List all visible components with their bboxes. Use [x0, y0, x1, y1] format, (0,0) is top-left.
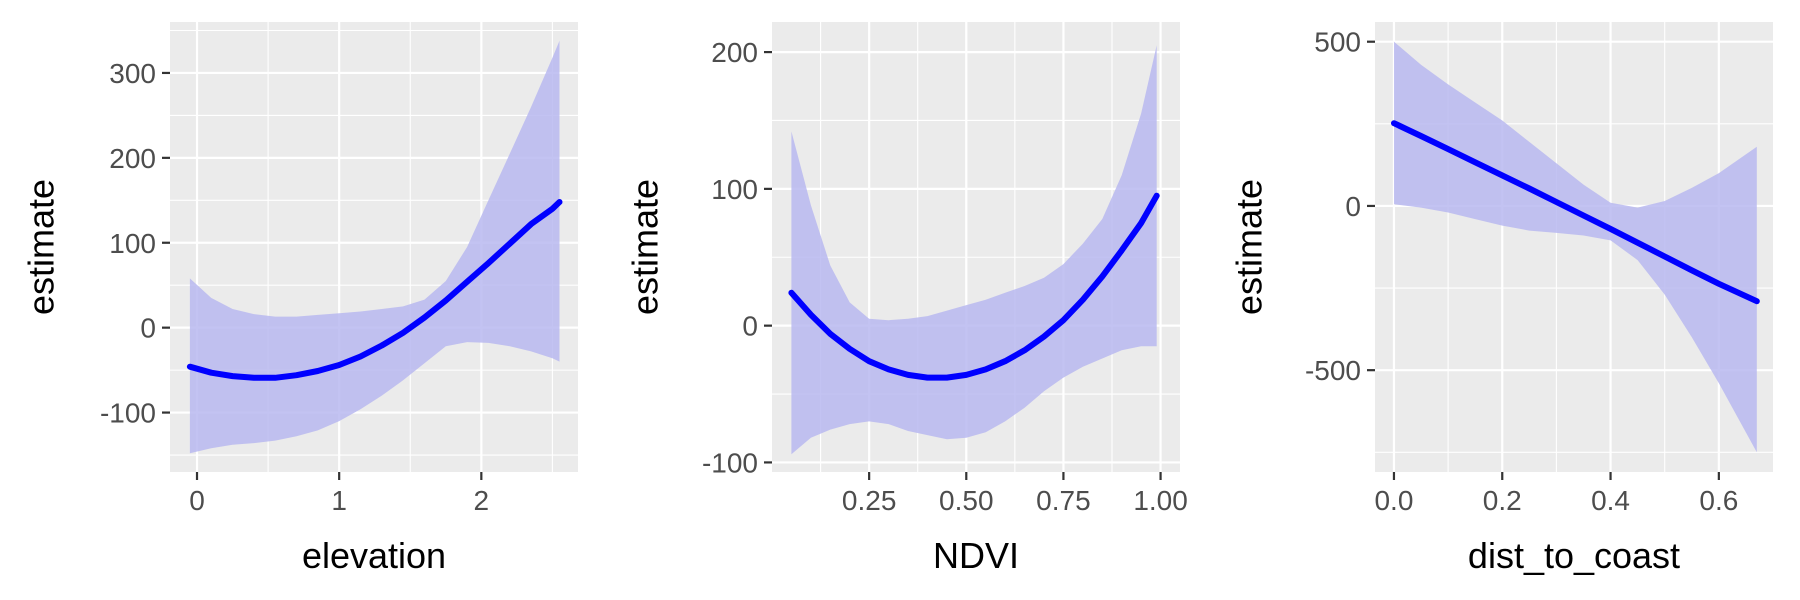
- y-tick-label: 100: [109, 228, 156, 259]
- x-tick-label: 0.2: [1483, 485, 1522, 516]
- y-tick-label: 100: [711, 174, 758, 205]
- y-tick-label: -100: [702, 447, 758, 478]
- confidence-ribbon: [791, 45, 1157, 455]
- x-axis-title: NDVI: [933, 535, 1019, 576]
- y-tick-label: 300: [109, 58, 156, 89]
- panel-3: 0.0 0.2 0.4 0.6 -500 0 500 dist_to_coast estimat…: [1229, 22, 1773, 576]
- x-tick-label: 0.75: [1036, 485, 1091, 516]
- x-axis-title: dist_to_coast: [1468, 535, 1680, 576]
- x-tick-label: 0.0: [1374, 485, 1413, 516]
- x-tick-label: 0.4: [1591, 485, 1630, 516]
- y-tick-label: -500: [1305, 355, 1361, 386]
- x-axis-title: elevation: [302, 535, 446, 576]
- y-tick-label: 0: [140, 313, 156, 344]
- x-tick-label: 1: [331, 485, 347, 516]
- x-tick-label: 0.50: [939, 485, 994, 516]
- y-tick-label: 0: [1345, 191, 1361, 222]
- estimate-curve: [788, 192, 1160, 381]
- panel-1: 0 1 2 -100 0 100 200 300 elevation estimate: [21, 22, 578, 576]
- y-tick-label: 0: [742, 311, 758, 342]
- y-tick-label: 200: [711, 37, 758, 68]
- x-tick-label: 1.00: [1133, 485, 1188, 516]
- y-tick-label: 200: [109, 143, 156, 174]
- confidence-ribbon: [189, 40, 560, 454]
- estimate-curve: [1391, 120, 1760, 305]
- panel-2: 0.25 0.50 0.75 1.00 -100 0 100 200 NDVI estimate: [625, 22, 1188, 576]
- x-tick-label: 0.25: [842, 485, 897, 516]
- x-tick-label: 0: [189, 485, 205, 516]
- estimate-curve: [186, 199, 563, 381]
- y-tick-label: 500: [1314, 27, 1361, 58]
- y-axis-title: estimate: [21, 179, 62, 315]
- x-tick-label: 0.6: [1699, 485, 1738, 516]
- confidence-ribbon: [1394, 41, 1757, 453]
- x-tick-label: 2: [474, 485, 490, 516]
- y-axis-title: estimate: [1229, 179, 1270, 315]
- y-tick-label: -100: [100, 398, 156, 429]
- y-axis-title: estimate: [625, 179, 666, 315]
